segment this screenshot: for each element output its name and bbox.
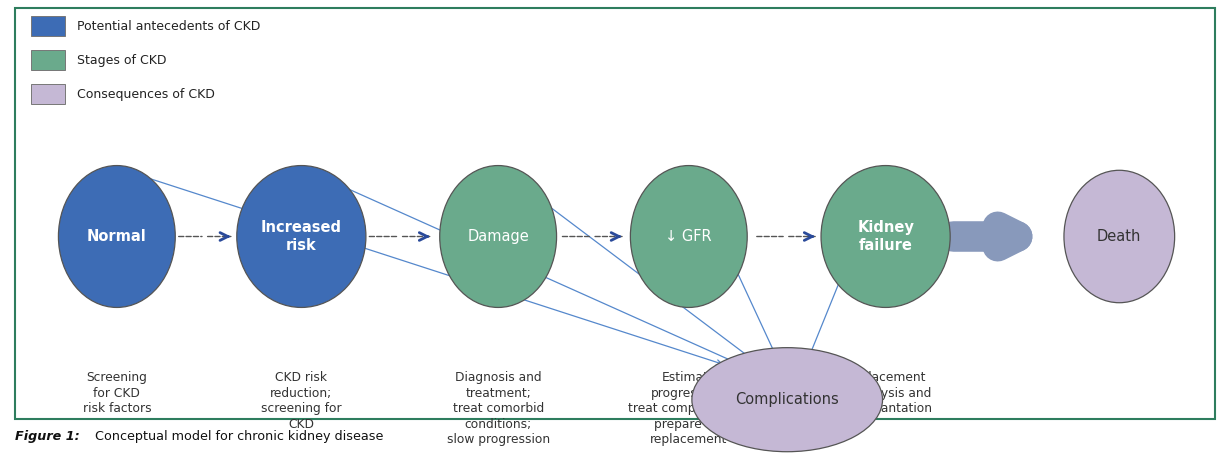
Text: Normal: Normal (87, 229, 146, 244)
Text: Consequences of CKD: Consequences of CKD (77, 88, 215, 101)
Bar (31, 16, 65, 36)
Text: Potential antecedents of CKD: Potential antecedents of CKD (77, 19, 261, 33)
Bar (31, 50, 65, 70)
Text: Damage: Damage (467, 229, 529, 244)
Text: Conceptual model for chronic kidney disease: Conceptual model for chronic kidney dise… (91, 430, 384, 443)
Text: Diagnosis and
treatment;
treat comorbid
conditions;
slow progression: Diagnosis and treatment; treat comorbid … (446, 371, 550, 447)
Text: Complications: Complications (736, 392, 839, 407)
Ellipse shape (822, 166, 951, 307)
Text: Screening
for CKD
risk factors: Screening for CKD risk factors (82, 371, 151, 415)
Text: CKD risk
reduction;
screening for
CKD: CKD risk reduction; screening for CKD (261, 371, 342, 431)
Ellipse shape (1064, 170, 1175, 303)
Text: Death: Death (1097, 229, 1141, 244)
Text: Estimate
progression;
treat complications;
prepare for
replacement: Estimate progression; treat complication… (627, 371, 750, 447)
Text: Kidney
failure: Kidney failure (857, 219, 914, 254)
Ellipse shape (237, 166, 367, 307)
Ellipse shape (440, 166, 556, 307)
Text: Increased
risk: Increased risk (261, 219, 342, 254)
Ellipse shape (630, 166, 748, 307)
Text: ↓ GFR: ↓ GFR (665, 229, 712, 244)
Bar (31, 84, 65, 104)
Text: Stages of CKD: Stages of CKD (77, 53, 167, 67)
Text: Figure 1:: Figure 1: (15, 430, 80, 443)
Ellipse shape (691, 348, 883, 452)
Text: Replacement
by dialysis and
transplantation: Replacement by dialysis and transplantat… (839, 371, 932, 415)
Ellipse shape (59, 166, 175, 307)
